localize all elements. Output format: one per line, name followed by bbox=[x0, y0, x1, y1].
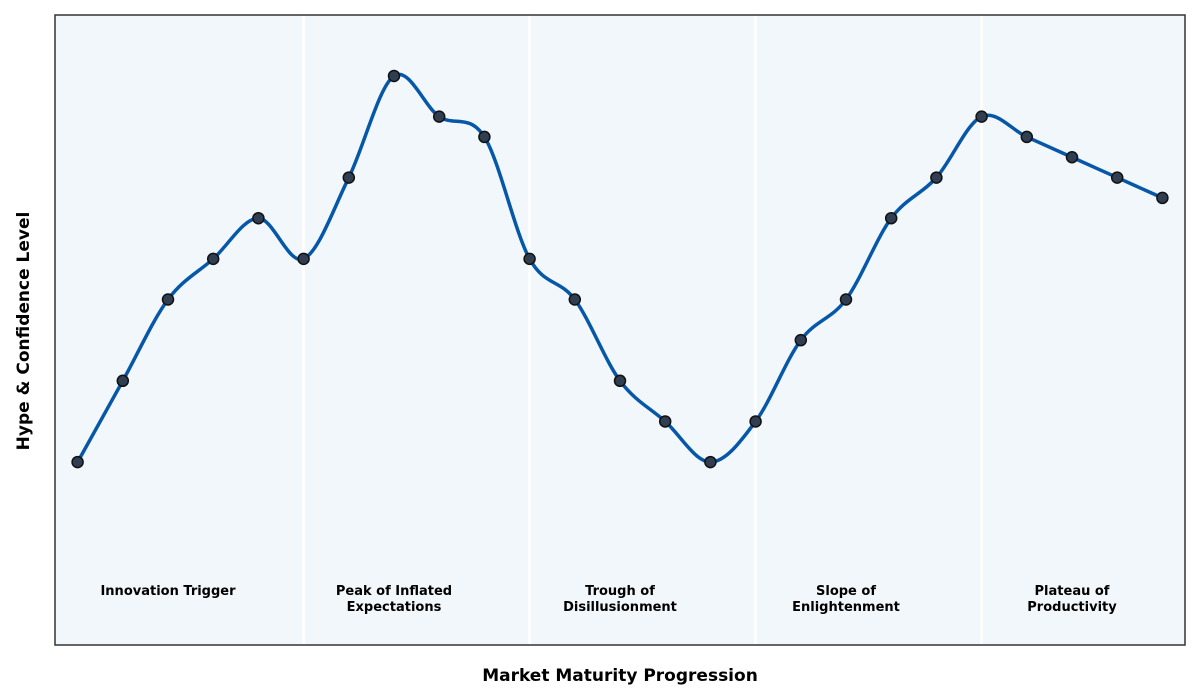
data-point-17 bbox=[839, 293, 853, 306]
data-point-18 bbox=[884, 211, 898, 225]
phase-label-1-line-1: Innovation Trigger bbox=[100, 584, 236, 599]
data-point-22 bbox=[1065, 151, 1079, 164]
data-point-14 bbox=[704, 455, 717, 469]
phase-labels: Innovation Trigger Peak of InflatedExpect… bbox=[100, 584, 1117, 615]
data-point-15 bbox=[749, 415, 762, 428]
plot-frame bbox=[54, 14, 1186, 646]
phase-label-2-line-2: Expectations bbox=[347, 600, 442, 615]
plot-area bbox=[55, 15, 1185, 645]
data-point-8 bbox=[432, 110, 446, 123]
phase-label-3-line-1: Trough of bbox=[585, 584, 655, 599]
phase-label-4-line-1: Slope of bbox=[816, 584, 876, 599]
phase-label-5-line-2: Productivity bbox=[1027, 600, 1117, 615]
data-point-0 bbox=[71, 455, 84, 469]
data-point-24 bbox=[1156, 191, 1169, 205]
data-point-20 bbox=[975, 110, 988, 123]
data-point-13 bbox=[658, 415, 672, 428]
data-point-10 bbox=[523, 252, 536, 266]
data-point-21 bbox=[1020, 130, 1034, 144]
data-markers bbox=[71, 69, 1169, 469]
data-point-16 bbox=[794, 333, 808, 347]
data-point-19 bbox=[930, 171, 943, 184]
data-point-4 bbox=[252, 211, 265, 225]
data-point-9 bbox=[478, 130, 491, 144]
phase-label-5-line-1: Plateau of bbox=[1035, 584, 1110, 599]
data-point-1 bbox=[116, 374, 130, 388]
phase-label-4-line-2: Enlightenment bbox=[792, 600, 900, 615]
data-point-2 bbox=[161, 293, 175, 306]
x-axis-title: Market Maturity Progression bbox=[482, 666, 758, 686]
data-point-12 bbox=[613, 374, 627, 388]
data-point-3 bbox=[206, 252, 220, 266]
y-axis-title: Hype & Confidence Level bbox=[14, 212, 34, 451]
data-point-7 bbox=[387, 69, 401, 83]
phase-label-3-line-2: Disillusionment bbox=[563, 600, 677, 615]
phase-label-2-line-1: Peak of Inflated bbox=[336, 584, 452, 599]
data-point-5 bbox=[297, 252, 310, 266]
data-point-6 bbox=[342, 171, 356, 184]
data-point-11 bbox=[568, 293, 582, 306]
data-point-23 bbox=[1110, 171, 1124, 184]
